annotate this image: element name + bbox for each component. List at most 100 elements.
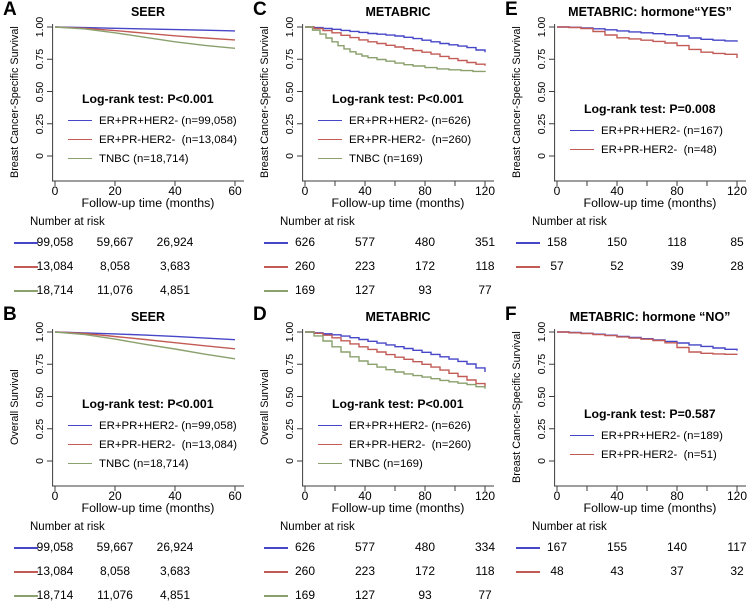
risk-value: 351: [474, 235, 496, 249]
risk-row-line-swatch: [264, 595, 288, 597]
plot-row: Overall Survival 0 0.25 0.50 0.75 1.00 Log-r…: [6, 322, 250, 491]
legend-item: ER+PR+HER2- (n=189): [570, 426, 723, 445]
y-tick-label: 0: [284, 153, 297, 159]
y-tick-label: 0: [34, 153, 47, 159]
legend-item: TNBC (n=18,714): [68, 149, 237, 168]
y-axis-label: Overall Survival: [259, 369, 271, 445]
y-tick-label: 0.25: [34, 418, 47, 439]
risk-value: 39: [670, 259, 684, 273]
risk-value: 140: [666, 540, 688, 554]
risk-row-line-swatch: [264, 242, 288, 244]
plot-annotations: Log-rank test: P<0.001 ER+PR+HER2- (n=62…: [318, 397, 471, 473]
x-axis-label: Follow-up time (months): [331, 501, 465, 515]
y-tick-label: 1.00: [34, 321, 47, 343]
survival-plot: Log-rank test: P<0.001 ER+PR+HER2- (n=62…: [297, 327, 494, 491]
risk-value: 43: [610, 564, 624, 578]
legend-label: ER+PR-HER2- (n=51): [601, 448, 717, 461]
legend: ER+PR+HER2- (n=167) ER+PR-HER2- (n=48): [570, 121, 723, 159]
y-axis-ticks: 0 0.25 0.50 0.75 1.00: [274, 17, 302, 182]
risk-table: 99,058 59,667 26,924 13,084 8,058 3,683 18,714…: [14, 536, 244, 608]
x-tick-label: 0: [301, 184, 309, 198]
x-axis-ticks: 0 20 40 60: [51, 182, 244, 198]
risk-value: 118: [667, 235, 687, 249]
survival-plot: Log-rank test: P=0.587 ER+PR+HER2- (n=18…: [549, 327, 746, 491]
legend-label: TNBC (n=18,714): [99, 152, 189, 165]
risk-value: 4,851: [159, 588, 191, 602]
legend-label: ER+PR+HER2- (n=99,058): [99, 114, 237, 127]
legend-item: TNBC (n=169): [318, 454, 471, 473]
km-curve: [305, 331, 486, 389]
risk-value: 150: [606, 235, 628, 249]
logrank-text: Log-rank test: P<0.001: [332, 397, 464, 412]
y-axis-label: Breast Cancer-Specific Survival: [511, 26, 523, 178]
panel-letter: C: [253, 0, 267, 20]
risk-value: 169: [294, 588, 316, 602]
x-axis-ticks: 0 40 80 120: [554, 487, 747, 503]
y-axis-label: Breast Cancer-Specific Survival: [9, 26, 21, 178]
risk-row: 13,084 8,058 3,683: [14, 255, 244, 279]
km-curves-svg: [297, 329, 494, 491]
risk-value: 85: [730, 235, 744, 249]
risk-value: 4,851: [159, 283, 191, 297]
plot-row: Overall Survival 0 0.25 0.50 0.75 1.00 Log-r…: [256, 322, 502, 491]
x-axis-label: Follow-up time (months): [583, 501, 717, 515]
risk-row-line-swatch: [14, 595, 38, 597]
y-tick-label: 0.25: [34, 113, 47, 134]
legend-line-swatch: [68, 444, 92, 446]
km-curve: [305, 26, 486, 53]
risk-value: 11,076: [97, 283, 133, 297]
risk-value: 334: [474, 540, 496, 554]
km-curve: [54, 26, 236, 49]
risk-table-label: Number at risk: [30, 216, 105, 228]
legend-item: TNBC (n=18,714): [68, 454, 237, 473]
legend-line-swatch: [570, 435, 594, 436]
risk-table-label: Number at risk: [532, 521, 607, 533]
risk-row: 626 577 480 334: [264, 536, 496, 560]
legend-label: ER+PR-HER2- (n=48): [601, 143, 717, 156]
y-axis-ticks: 0 0.25 0.50 0.75 1.00: [24, 17, 52, 182]
plot-annotations: Log-rank test: P=0.587 ER+PR+HER2- (n=18…: [570, 407, 723, 464]
risk-value: 172: [414, 259, 436, 273]
legend-item: ER+PR-HER2- (n=48): [570, 140, 723, 159]
logrank-text: Log-rank test: P<0.001: [82, 397, 214, 412]
risk-table: 99,058 59,667 26,924 13,084 8,058 3,683 18,714…: [14, 231, 244, 303]
risk-row: 18,714 11,076 4,851: [14, 584, 244, 608]
km-curve: [557, 331, 738, 351]
y-axis-label: Overall Survival: [9, 369, 21, 445]
panel-letter: A: [3, 0, 17, 20]
risk-row-line-swatch: [14, 242, 38, 244]
legend: ER+PR+HER2- (n=99,058) ER+PR-HER2- (n=13,…: [68, 111, 237, 168]
survival-plot: Log-rank test: P=0.008 ER+PR+HER2- (n=16…: [549, 22, 746, 186]
risk-value: 169: [294, 283, 316, 297]
x-tick-label: 0: [51, 184, 59, 198]
x-axis-ticks: 0 40 80 120: [554, 182, 747, 198]
risk-value: 3,683: [159, 564, 191, 578]
legend-label: ER+PR+HER2- (n=99,058): [99, 419, 237, 432]
y-tick-label: 1.00: [284, 16, 297, 38]
x-axis-label: Follow-up time (months): [331, 196, 465, 210]
x-tick-label: 40: [168, 489, 182, 503]
logrank-text: Log-rank test: P<0.001: [82, 92, 214, 107]
x-tick-label: 40: [610, 489, 624, 503]
survival-panel-F: F METABRIC: hormone “NO” Breast Cancer-S…: [502, 305, 752, 610]
km-curve: [305, 26, 486, 73]
legend-line-swatch: [318, 158, 342, 160]
risk-value: 11,076: [97, 588, 133, 602]
legend-line-swatch: [318, 425, 342, 427]
legend-item: ER+PR-HER2- (n=260): [318, 435, 471, 454]
panel-title: METABRIC: hormone “NO”: [569, 310, 731, 324]
x-tick-label: 40: [358, 184, 372, 198]
y-tick-label: 0.25: [284, 113, 297, 134]
legend-line-swatch: [570, 454, 594, 455]
legend-label: ER+PR-HER2- (n=260): [349, 133, 472, 146]
x-tick-label: 20: [108, 489, 122, 503]
risk-table-label: Number at risk: [532, 216, 607, 228]
risk-value: 223: [354, 259, 376, 273]
risk-row: 48 43 37 32: [516, 560, 746, 584]
km-curves-svg: [297, 24, 494, 186]
risk-value: 167: [546, 540, 568, 554]
km-curves-svg: [47, 24, 244, 186]
legend-item: ER+PR+HER2- (n=626): [318, 416, 471, 435]
legend: ER+PR+HER2- (n=626) ER+PR-HER2- (n=260) TN…: [318, 111, 471, 168]
